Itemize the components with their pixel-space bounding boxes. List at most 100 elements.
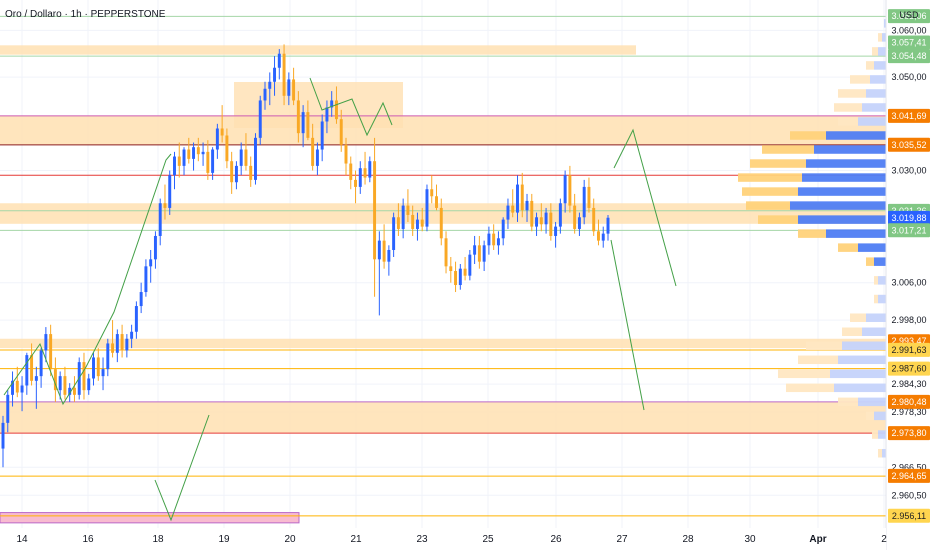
- candle-body: [463, 268, 467, 276]
- zone: [0, 115, 886, 145]
- volume-bar-buy: [882, 448, 886, 458]
- volume-bar-sell: [806, 341, 842, 351]
- candle-body: [311, 137, 315, 166]
- time-tick-label: 20: [284, 534, 296, 545]
- candle-body: [558, 203, 562, 227]
- candle-body: [30, 355, 34, 381]
- candle-body: [435, 196, 438, 208]
- time-tick-label: 30: [744, 534, 756, 545]
- price-tag-label: 3.041,69: [891, 111, 926, 121]
- price-tag-label: 3.063,06: [891, 11, 926, 21]
- candle-body: [425, 189, 429, 227]
- time-axis-background[interactable]: [0, 528, 886, 550]
- candle-body: [168, 175, 172, 208]
- volume-bar-sell: [838, 89, 866, 98]
- candle-body: [601, 233, 605, 241]
- volume-bar-buy: [838, 355, 886, 365]
- volume-bar-sell: [742, 187, 798, 196]
- volume-bar-buy: [874, 61, 886, 70]
- time-axis-labels: 14 16 18 19 20 21 23 25 26 27 28 30 Apr 2: [16, 534, 887, 545]
- volume-bar-buy: [798, 215, 886, 224]
- candle-body: [596, 231, 600, 241]
- volume-bar-buy: [862, 103, 886, 112]
- price-tag: [888, 108, 930, 123]
- candle-body: [377, 240, 381, 260]
- candle-body: [149, 259, 153, 267]
- price-tick-label: 3.050,00: [891, 72, 926, 82]
- volume-bar-sell: [758, 215, 798, 224]
- price-axis-background[interactable]: [886, 0, 932, 550]
- candle-body: [177, 156, 181, 166]
- volume-bar-buy: [842, 341, 886, 351]
- candle-body: [144, 266, 148, 293]
- candle-body: [449, 266, 453, 272]
- candle-body: [296, 100, 300, 134]
- candle-body: [539, 217, 543, 225]
- candle-body: [92, 357, 95, 379]
- volume-bar-sell: [778, 369, 830, 379]
- price-tick-label: 2.966,50: [891, 462, 926, 472]
- support-resistance-zones: [0, 45, 886, 524]
- candle-body: [58, 376, 62, 391]
- candle-body: [315, 149, 319, 166]
- volume-bar-sell: [874, 294, 878, 304]
- price-tags: 3.063,06 3.057,41 3.054,48 3.041,69 3.035,52…: [888, 9, 930, 523]
- price-axis-labels: 3.060,00 3.050,00 3.030,00 3.006,00 2.998,00…: [891, 25, 926, 500]
- volume-bar-sell: [798, 229, 826, 238]
- volume-bar-sell: [842, 327, 862, 337]
- volume-bar-sell: [850, 313, 866, 322]
- volume-bar-buy: [874, 257, 886, 266]
- candle-body: [525, 200, 529, 211]
- candle-body: [273, 67, 277, 82]
- candle-body: [182, 149, 186, 166]
- candle-body: [530, 200, 534, 227]
- price-tick-label: 2.960,50: [891, 490, 926, 500]
- candle-body: [577, 217, 581, 229]
- candle-body: [506, 205, 510, 220]
- volume-bar-sell: [834, 103, 862, 112]
- price-tag: [888, 49, 930, 64]
- volume-bar-sell: [872, 430, 878, 439]
- time-tick-label: 18: [152, 534, 164, 545]
- candle-body: [392, 217, 396, 250]
- candle-body: [39, 350, 43, 377]
- candle-body: [496, 238, 500, 246]
- volume-bar-sell: [738, 173, 802, 182]
- candle-body: [334, 100, 338, 120]
- price-tag: [888, 35, 930, 50]
- candle-body: [516, 184, 519, 213]
- candle-body: [406, 205, 410, 215]
- candle-body: [568, 175, 572, 206]
- volume-bar-buy: [858, 117, 886, 126]
- volume-bar-sell: [762, 145, 814, 154]
- volume-bar-sell: [790, 131, 826, 140]
- candle-body: [325, 107, 329, 122]
- candle-body: [358, 168, 362, 187]
- volume-bar-sell: [872, 47, 878, 56]
- candle-body: [587, 186, 591, 208]
- candle-body: [220, 128, 224, 136]
- candle-body: [439, 207, 443, 239]
- candle-body: [487, 233, 491, 246]
- candle-body: [1, 422, 5, 449]
- candle-body: [344, 144, 348, 164]
- price-tag-label: 3.054,48: [891, 51, 926, 61]
- zone: [0, 45, 636, 55]
- candle-body: [244, 149, 248, 166]
- volume-bar-buy: [866, 89, 886, 98]
- price-tick-label: 2.978,30: [891, 407, 926, 417]
- candle-body: [115, 334, 119, 353]
- volume-bar-sell: [838, 243, 858, 252]
- time-tick-label: 23: [416, 534, 428, 545]
- candle-body: [134, 306, 138, 332]
- price-tag: [888, 9, 930, 24]
- volume-bar-buy: [790, 201, 886, 210]
- volume-bar-buy: [834, 383, 886, 393]
- candle-body: [387, 249, 391, 262]
- volume-bar-sell: [798, 355, 838, 365]
- candle-body: [173, 156, 176, 176]
- price-tick-label: 2.998,00: [891, 315, 926, 325]
- candle-body: [354, 179, 357, 187]
